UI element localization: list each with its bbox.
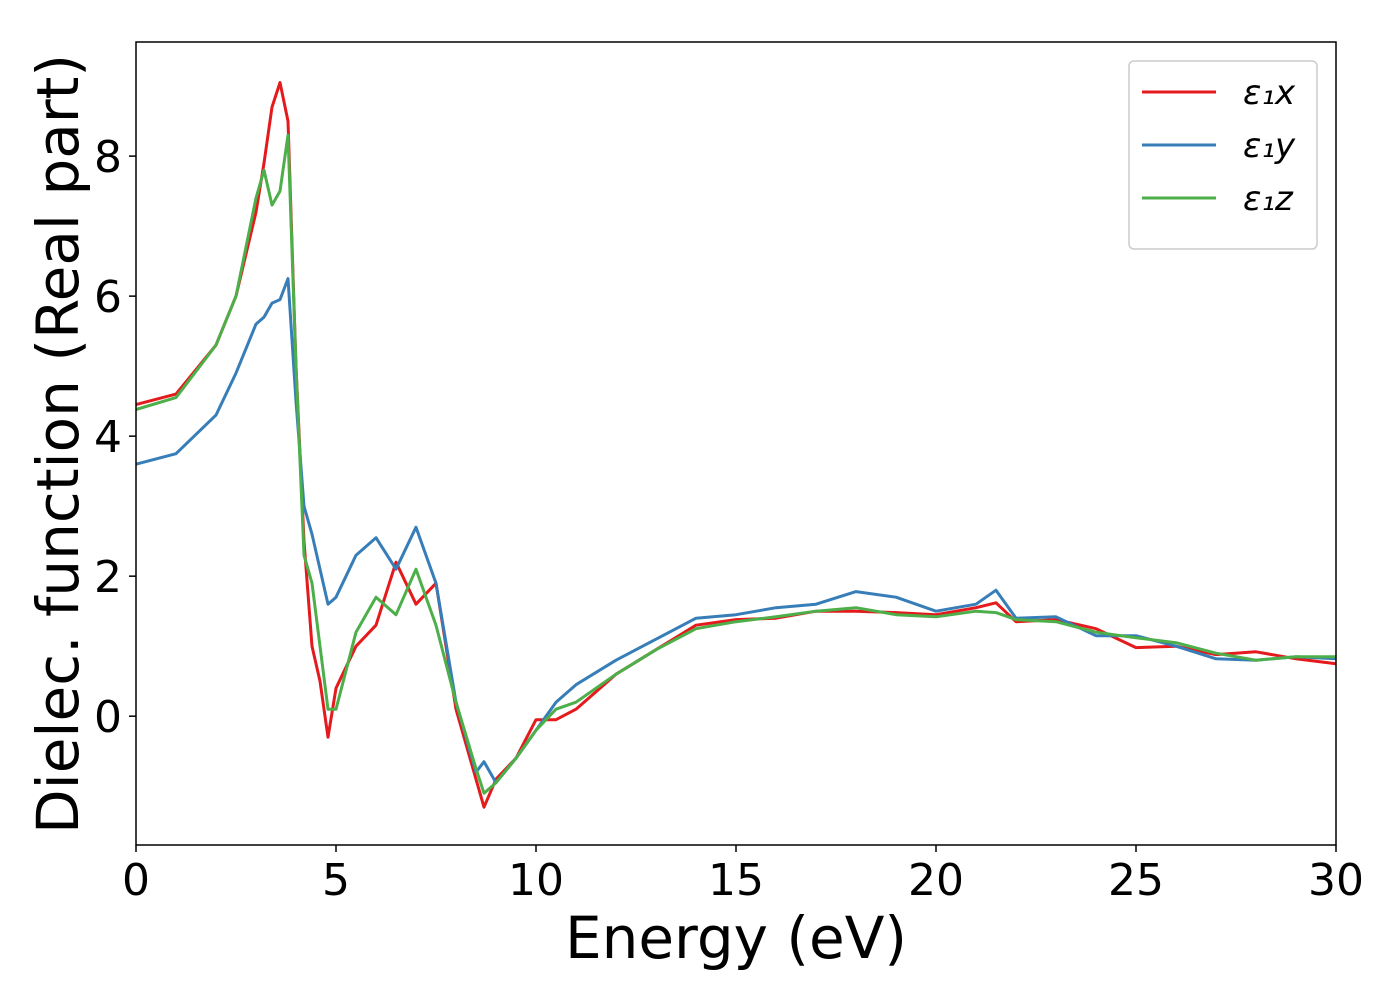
x-tick-label: 0	[122, 855, 150, 906]
y-tick-label: 4	[94, 412, 122, 463]
legend-label: ε₁x	[1243, 73, 1296, 113]
x-tick-label: 10	[508, 855, 564, 906]
y-tick-label: 6	[94, 272, 122, 323]
y-axis-label: Dielec. function (Real part)	[24, 54, 92, 834]
data-line	[135, 133, 1336, 795]
x-tick-label: 25	[1108, 855, 1164, 906]
x-tick-label: 20	[908, 855, 964, 906]
y-tick-label: 8	[94, 132, 122, 183]
x-tick-label: 30	[1308, 855, 1364, 906]
legend-box	[1128, 60, 1318, 250]
legend-label: ε₁y	[1243, 126, 1296, 166]
y-tick-label: 0	[94, 692, 122, 743]
plot-frame	[135, 41, 1337, 846]
x-tick-label: 15	[708, 855, 764, 906]
y-tick-label: 2	[94, 552, 122, 603]
x-axis-label: Energy (eV)	[565, 904, 907, 972]
x-tick-label: 5	[322, 855, 350, 906]
legend-label: ε₁z	[1243, 179, 1294, 219]
